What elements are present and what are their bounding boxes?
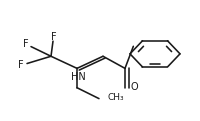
Text: F: F <box>18 60 24 70</box>
Text: F: F <box>51 32 56 42</box>
Text: CH₃: CH₃ <box>108 93 125 102</box>
Text: F: F <box>23 39 29 49</box>
Text: HN: HN <box>71 72 85 82</box>
Text: O: O <box>131 82 138 91</box>
